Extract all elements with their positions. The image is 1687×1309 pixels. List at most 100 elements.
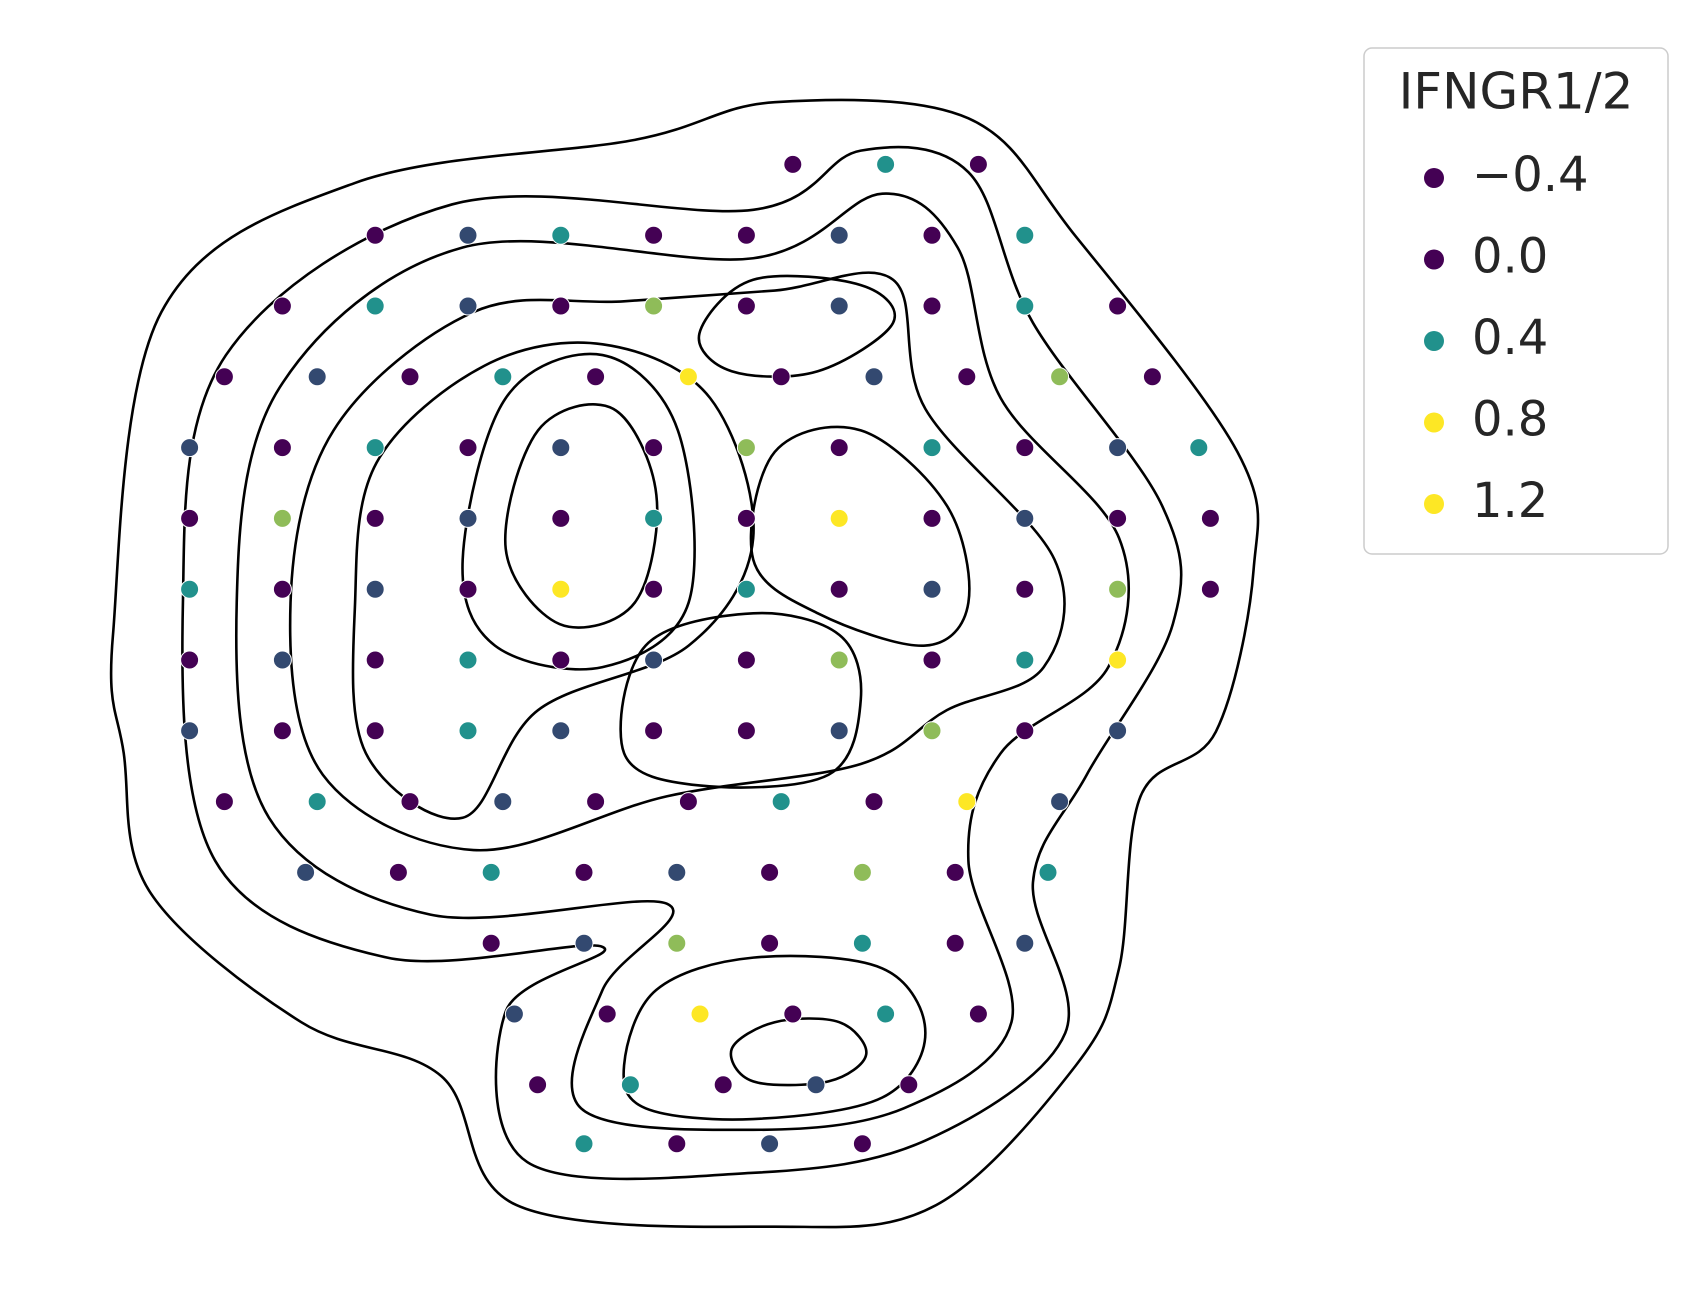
point xyxy=(736,225,756,245)
point xyxy=(922,225,942,245)
point xyxy=(1108,438,1128,458)
point xyxy=(876,1004,896,1024)
contour xyxy=(181,145,1183,1181)
point xyxy=(1200,579,1220,599)
point xyxy=(678,792,698,812)
point xyxy=(829,225,849,245)
point xyxy=(829,438,849,458)
point xyxy=(644,508,664,528)
contour xyxy=(288,271,1066,852)
point xyxy=(1108,650,1128,670)
legend-label: 0.0 xyxy=(1472,229,1548,285)
contour xyxy=(109,98,1260,1229)
point xyxy=(922,579,942,599)
point xyxy=(528,1075,548,1095)
point xyxy=(760,1134,780,1154)
point xyxy=(458,650,478,670)
point xyxy=(829,721,849,741)
point xyxy=(771,367,791,387)
point xyxy=(667,862,687,882)
point xyxy=(1142,367,1162,387)
point xyxy=(1015,296,1035,316)
point xyxy=(644,438,664,458)
legend-marker xyxy=(1424,249,1444,270)
point xyxy=(551,296,571,316)
point xyxy=(945,862,965,882)
point xyxy=(922,438,942,458)
legend-label: −0.4 xyxy=(1472,147,1589,203)
point xyxy=(922,296,942,316)
point xyxy=(1050,792,1070,812)
point xyxy=(458,296,478,316)
point xyxy=(864,367,884,387)
point xyxy=(620,1075,640,1095)
point xyxy=(1015,933,1035,953)
density-contours xyxy=(109,98,1260,1229)
point xyxy=(783,1004,803,1024)
point xyxy=(1015,721,1035,741)
point xyxy=(458,508,478,528)
point xyxy=(922,508,942,528)
point xyxy=(644,579,664,599)
point xyxy=(551,225,571,245)
legend-marker xyxy=(1424,331,1444,351)
point xyxy=(481,862,501,882)
point xyxy=(899,1075,919,1095)
point xyxy=(760,933,780,953)
contour xyxy=(622,954,927,1121)
point xyxy=(365,296,385,316)
contour xyxy=(461,352,696,671)
point xyxy=(458,438,478,458)
point xyxy=(1015,650,1035,670)
point xyxy=(597,1004,617,1024)
point xyxy=(945,933,965,953)
point xyxy=(852,862,872,882)
point xyxy=(736,650,756,670)
point xyxy=(1108,579,1128,599)
point xyxy=(1108,296,1128,316)
legend-marker xyxy=(1424,168,1444,188)
point xyxy=(551,508,571,528)
legend: −0.4 0.0 0.4 0.8 1.2 xyxy=(1424,147,1589,529)
point xyxy=(644,296,664,316)
contour xyxy=(697,274,897,378)
points xyxy=(180,154,1220,1154)
point xyxy=(365,225,385,245)
point xyxy=(400,367,420,387)
point xyxy=(736,296,756,316)
point xyxy=(400,792,420,812)
point xyxy=(365,438,385,458)
point xyxy=(736,579,756,599)
legend-label: 1.2 xyxy=(1472,473,1548,529)
point xyxy=(458,721,478,741)
point xyxy=(1015,579,1035,599)
point xyxy=(690,1004,710,1024)
point xyxy=(458,225,478,245)
point xyxy=(829,296,849,316)
point xyxy=(829,508,849,528)
point xyxy=(481,933,501,953)
point xyxy=(922,721,942,741)
point xyxy=(968,1004,988,1024)
point xyxy=(644,650,664,670)
point xyxy=(736,508,756,528)
point xyxy=(574,862,594,882)
point xyxy=(644,225,664,245)
point xyxy=(667,933,687,953)
point xyxy=(1015,438,1035,458)
point xyxy=(1050,367,1070,387)
point xyxy=(272,296,292,316)
point xyxy=(180,438,200,458)
contour xyxy=(619,611,863,789)
point xyxy=(551,650,571,670)
point xyxy=(644,721,664,741)
point xyxy=(551,721,571,741)
point xyxy=(1015,508,1035,528)
point xyxy=(852,1134,872,1154)
point xyxy=(1108,721,1128,741)
point xyxy=(551,438,571,458)
point xyxy=(760,862,780,882)
point xyxy=(667,1134,687,1154)
contour xyxy=(729,1017,868,1087)
